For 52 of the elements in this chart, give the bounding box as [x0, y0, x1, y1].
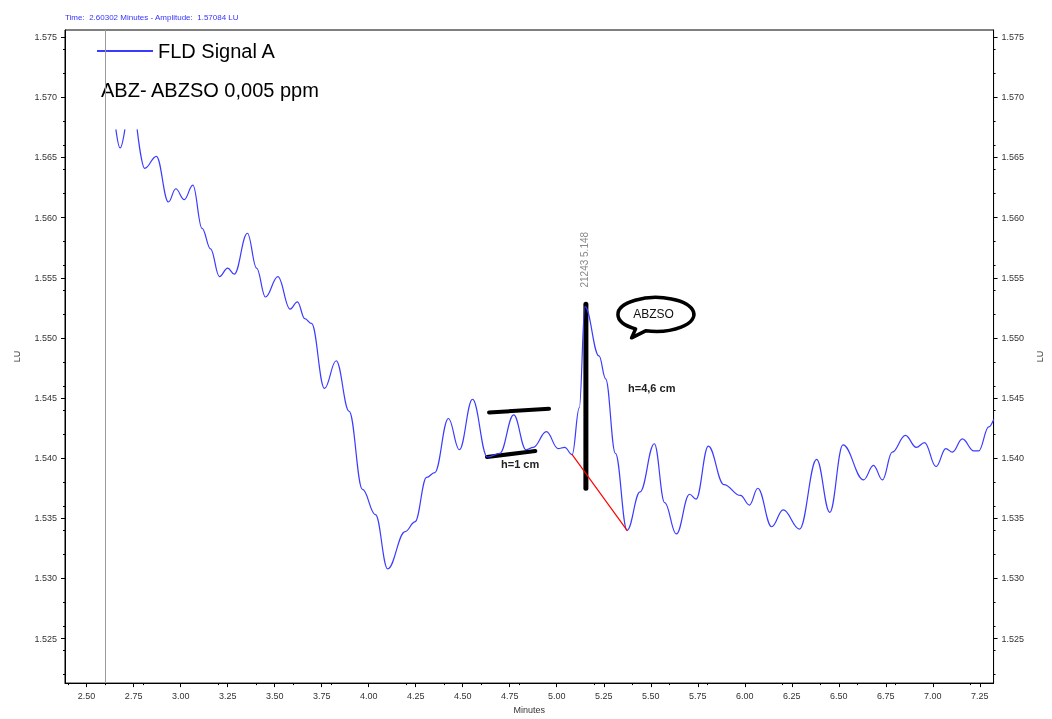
x-tick-label: 5.00 — [547, 690, 566, 701]
y2-tick-label: 1.555 — [1001, 272, 1025, 283]
x-tick-label: 4.25 — [406, 690, 425, 701]
x-tick-label: 6.00 — [736, 690, 754, 701]
x-tick-label: 4.75 — [500, 690, 519, 701]
y-tick-label: 1.530 — [34, 573, 57, 584]
x-tick-label: 4.50 — [453, 690, 472, 701]
y-tick-label: 1.550 — [34, 332, 57, 343]
y2-tick-label: 1.530 — [1001, 573, 1025, 584]
y-tick-label: 1.540 — [34, 453, 57, 464]
x-tick-label: 3.50 — [265, 690, 284, 701]
legend-label: FLD Signal A — [158, 40, 276, 62]
y2-tick-label: 1.565 — [1001, 152, 1025, 163]
x-tick-label: 7.00 — [924, 690, 942, 701]
y2-tick-label: 1.550 — [1001, 332, 1025, 343]
y-tick-label: 1.575 — [34, 32, 57, 43]
y2-tick-label: 1.525 — [1001, 633, 1025, 644]
y-tick-label: 1.525 — [34, 633, 57, 644]
x-tick-label: 5.25 — [594, 690, 613, 701]
x-tick-label: 2.50 — [77, 690, 96, 701]
x-tick-label: 7.25 — [971, 690, 989, 701]
y-tick-label: 1.565 — [34, 152, 57, 163]
x-tick-label: 3.00 — [171, 690, 190, 701]
y2-tick-label: 1.575 — [1001, 32, 1025, 43]
y-axis-title: LU — [11, 350, 22, 363]
y-tick-label: 1.545 — [34, 393, 57, 404]
y-tick-label: 1.570 — [34, 92, 57, 103]
x-tick-label: 3.75 — [312, 690, 331, 701]
annotation: h=4,6 cm — [628, 382, 676, 395]
text: ABZ- ABZSO 0,005 ppm — [101, 79, 319, 101]
x-axis-title: Minutes — [513, 704, 546, 715]
y-tick-label: 1.555 — [34, 272, 57, 283]
annotation: 21243 5.148 — [579, 231, 591, 288]
x-tick-label: 3.25 — [218, 690, 237, 701]
x-tick-label: 2.75 — [124, 690, 143, 701]
y-tick-label: 1.560 — [34, 212, 57, 223]
x-tick-label: 5.75 — [689, 690, 707, 701]
y2-tick-label: 1.535 — [1001, 513, 1025, 524]
y2-tick-label: 1.545 — [1001, 393, 1025, 404]
y2-tick-label: 1.570 — [1001, 92, 1025, 103]
annotation: h=1 cm — [500, 457, 540, 470]
y2-axis-title: LU — [1034, 350, 1045, 363]
x-tick-label: 5.50 — [642, 690, 660, 701]
y2-tick-label: 1.560 — [1001, 212, 1025, 223]
text: Time: 2.60302 Minutes - Amplitude: 1.57084 LU — [65, 12, 239, 22]
y2-tick-label: 1.540 — [1001, 453, 1025, 464]
x-tick-label: 6.75 — [877, 690, 895, 701]
x-tick-label: 6.50 — [830, 690, 848, 701]
y-tick-label: 1.535 — [34, 513, 57, 524]
x-tick-label: 4.00 — [359, 690, 378, 701]
annotation: ABZSO — [633, 306, 674, 321]
x-tick-label: 6.25 — [783, 690, 801, 701]
